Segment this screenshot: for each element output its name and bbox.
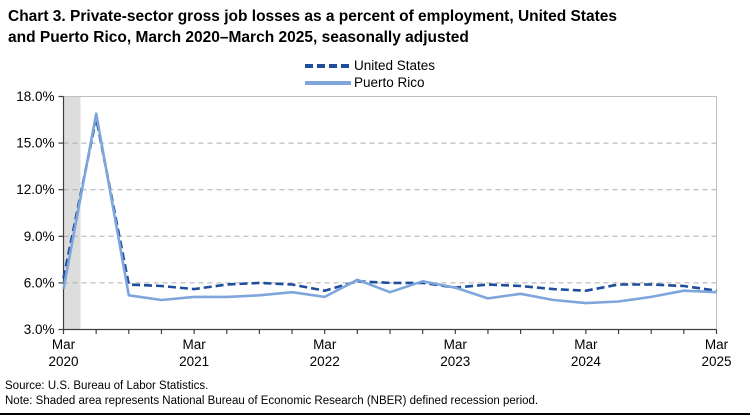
legend-item-puerto-rico: Puerto Rico bbox=[305, 74, 435, 91]
x-axis-label-month: Mar bbox=[705, 337, 729, 352]
legend: United States Puerto Rico bbox=[305, 57, 435, 91]
x-axis-label-month: Mar bbox=[182, 337, 206, 352]
us-dashed-line-swatch bbox=[305, 63, 351, 68]
legend-label-united-states: United States bbox=[354, 58, 436, 73]
legend-label-puerto-rico: Puerto Rico bbox=[354, 75, 425, 90]
chart-title-line2: and Puerto Rico, March 2020–March 2025, … bbox=[8, 29, 469, 46]
y-axis-label: 9.0% bbox=[24, 229, 55, 244]
x-axis-label-year: 2021 bbox=[179, 354, 209, 369]
y-axis-label: 3.0% bbox=[24, 322, 55, 337]
y-axis-label: 6.0% bbox=[24, 275, 55, 290]
y-axis-label: 12.0% bbox=[16, 182, 54, 197]
x-axis-label-year: 2022 bbox=[310, 354, 340, 369]
pr-data-line bbox=[62, 112, 717, 305]
chart-title-line1: Chart 3. Private-sector gross job losses… bbox=[8, 8, 617, 25]
pr-solid-line-swatch bbox=[305, 80, 351, 85]
x-axis-label-year: 2020 bbox=[48, 354, 78, 369]
x-axis-label-year: 2025 bbox=[701, 354, 731, 369]
x-axis-label-month: Mar bbox=[313, 337, 337, 352]
us-data-line bbox=[62, 116, 717, 293]
bottom-border-rule bbox=[0, 413, 750, 415]
x-axis-label-month: Mar bbox=[52, 337, 76, 352]
x-axis-label-year: 2024 bbox=[571, 354, 602, 369]
y-axis-label: 15.0% bbox=[16, 136, 54, 151]
x-axis-label-year: 2023 bbox=[440, 354, 470, 369]
x-axis-label-month: Mar bbox=[444, 337, 468, 352]
y-axis-label: 18.0% bbox=[16, 89, 54, 104]
recession-note: Note: Shaded area represents National Bu… bbox=[5, 395, 539, 407]
chart-title: Chart 3. Private-sector gross job losses… bbox=[8, 6, 748, 48]
source-note: Source: U.S. Bureau of Labor Statistics. bbox=[5, 380, 209, 392]
x-axis-label-month: Mar bbox=[574, 337, 598, 352]
legend-item-united-states: United States bbox=[305, 57, 435, 74]
